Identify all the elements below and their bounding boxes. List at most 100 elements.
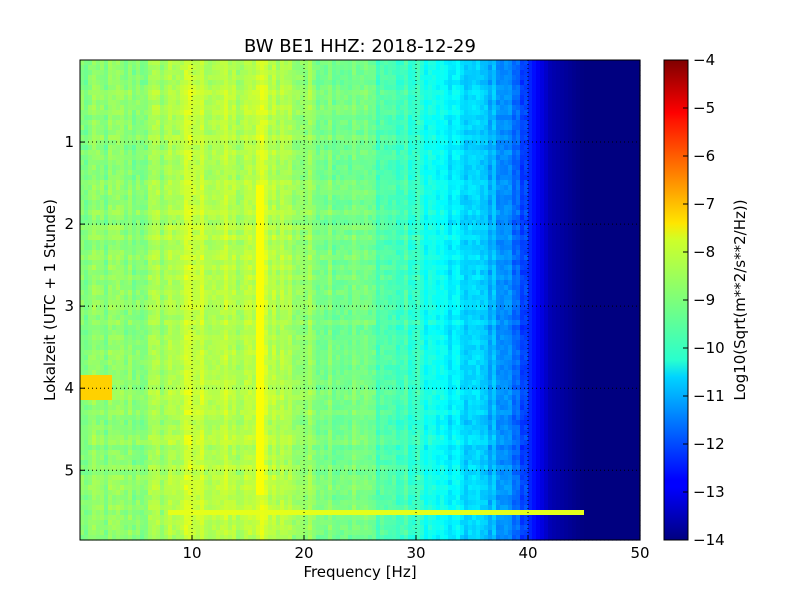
heatmap-cell bbox=[184, 125, 189, 131]
heatmap-cell bbox=[260, 115, 265, 121]
heatmap-cell bbox=[280, 165, 285, 171]
heatmap-cell bbox=[156, 60, 161, 66]
heatmap-cell bbox=[592, 120, 597, 126]
heatmap-cell bbox=[628, 195, 633, 201]
heatmap-cell bbox=[444, 75, 449, 81]
heatmap-cell bbox=[244, 120, 249, 126]
heatmap-cell bbox=[268, 230, 273, 236]
heatmap-cell bbox=[220, 165, 225, 171]
heatmap-cell bbox=[400, 195, 405, 201]
heatmap-cell bbox=[468, 115, 473, 121]
heatmap-cell bbox=[536, 125, 541, 131]
heatmap-cell bbox=[428, 100, 433, 106]
heatmap-cell bbox=[316, 95, 321, 101]
heatmap-cell bbox=[380, 150, 385, 156]
heatmap-cell bbox=[220, 155, 225, 161]
heatmap-cell bbox=[252, 170, 257, 176]
heatmap-cell bbox=[616, 135, 621, 141]
heatmap-cell bbox=[260, 105, 265, 111]
heatmap-cell bbox=[168, 140, 173, 146]
heatmap-cell bbox=[412, 130, 417, 136]
heatmap-cell bbox=[424, 60, 429, 66]
heatmap-cell bbox=[468, 70, 473, 76]
heatmap-cell bbox=[84, 75, 89, 81]
heatmap-cell bbox=[364, 220, 369, 226]
heatmap-cell bbox=[584, 165, 589, 171]
heatmap-cell bbox=[484, 230, 489, 236]
heatmap-cell bbox=[264, 70, 269, 76]
heatmap-cell bbox=[504, 145, 509, 151]
heatmap-cell bbox=[480, 195, 485, 201]
heatmap-cell bbox=[376, 185, 381, 191]
heatmap-cell bbox=[396, 160, 401, 166]
heatmap-cell bbox=[224, 180, 229, 186]
heatmap-cell bbox=[508, 100, 513, 106]
heatmap-cell bbox=[372, 190, 377, 196]
heatmap-cell bbox=[464, 110, 469, 116]
heatmap-cell bbox=[432, 175, 437, 181]
heatmap-cell bbox=[404, 220, 409, 226]
heatmap-cell bbox=[244, 135, 249, 141]
heatmap-cell bbox=[128, 150, 133, 156]
heatmap-cell bbox=[180, 60, 185, 66]
heatmap-cell bbox=[128, 115, 133, 121]
heatmap-cell bbox=[184, 120, 189, 126]
heatmap-cell bbox=[288, 70, 293, 76]
heatmap-cell bbox=[588, 200, 593, 206]
heatmap-cell bbox=[392, 165, 397, 171]
heatmap-cell bbox=[208, 220, 213, 226]
heatmap-cell bbox=[340, 60, 345, 66]
heatmap-cell bbox=[552, 90, 557, 96]
heatmap-cell bbox=[176, 145, 181, 151]
heatmap-cell bbox=[456, 60, 461, 66]
heatmap-cell bbox=[556, 105, 561, 111]
heatmap-cell bbox=[352, 115, 357, 121]
heatmap-cell bbox=[612, 210, 617, 216]
heatmap-cell bbox=[116, 180, 121, 186]
heatmap-cell bbox=[236, 135, 241, 141]
heatmap-cell bbox=[608, 145, 613, 151]
heatmap-cell bbox=[200, 165, 205, 171]
heatmap-cell bbox=[516, 190, 521, 196]
heatmap-cell bbox=[440, 125, 445, 131]
heatmap-cell bbox=[344, 95, 349, 101]
heatmap-cell bbox=[504, 170, 509, 176]
heatmap-cell bbox=[600, 130, 605, 136]
heatmap-cell bbox=[224, 190, 229, 196]
heatmap-cell bbox=[636, 60, 641, 66]
heatmap-cell bbox=[484, 115, 489, 121]
heatmap-cell bbox=[140, 200, 145, 206]
heatmap-cell bbox=[632, 100, 637, 106]
heatmap-cell bbox=[632, 165, 637, 171]
heatmap-cell bbox=[256, 160, 261, 166]
heatmap-cell bbox=[356, 190, 361, 196]
heatmap-cell bbox=[312, 75, 317, 81]
heatmap-cell bbox=[292, 220, 297, 226]
heatmap-cell bbox=[248, 65, 253, 71]
heatmap-cell bbox=[164, 150, 169, 156]
heatmap-cell bbox=[168, 210, 173, 216]
heatmap-cell bbox=[92, 230, 97, 236]
heatmap-cell bbox=[504, 180, 509, 186]
heatmap-cell bbox=[216, 95, 221, 101]
heatmap-cell bbox=[284, 80, 289, 86]
heatmap-cell bbox=[352, 140, 357, 146]
heatmap-cell bbox=[388, 215, 393, 221]
heatmap-cell bbox=[104, 235, 109, 241]
heatmap-cell bbox=[284, 155, 289, 161]
heatmap-cell bbox=[284, 90, 289, 96]
heatmap-cell bbox=[104, 160, 109, 166]
heatmap-cell bbox=[336, 150, 341, 156]
heatmap-cell bbox=[468, 110, 473, 116]
heatmap-cell bbox=[448, 70, 453, 76]
heatmap-cell bbox=[588, 60, 593, 66]
heatmap-cell bbox=[164, 170, 169, 176]
heatmap-cell bbox=[596, 210, 601, 216]
heatmap-cell bbox=[160, 150, 165, 156]
heatmap-cell bbox=[312, 100, 317, 106]
heatmap-cell bbox=[360, 210, 365, 216]
heatmap-cell bbox=[160, 175, 165, 181]
heatmap-cell bbox=[100, 180, 105, 186]
heatmap-cell bbox=[264, 235, 269, 241]
heatmap-cell bbox=[220, 145, 225, 151]
